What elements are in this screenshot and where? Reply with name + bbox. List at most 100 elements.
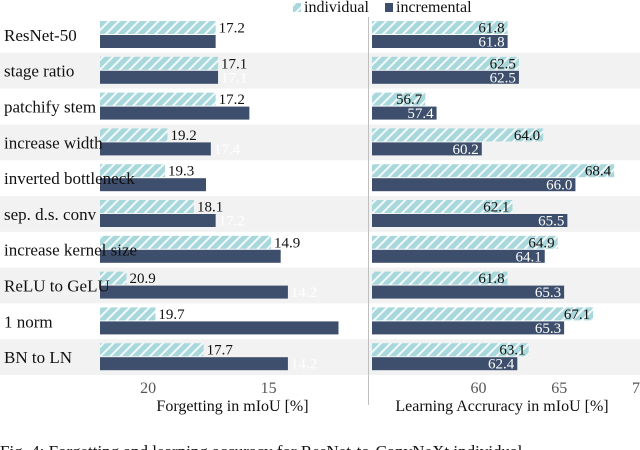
bar-value-label: 65.5 (538, 214, 564, 230)
bar-value-label: 62.4 (488, 357, 515, 373)
bar-accuracy-individual (372, 343, 529, 357)
bar-value-label: 68.4 (585, 164, 612, 180)
bar-value-label: 14.2 (291, 285, 317, 301)
bar-value-label: 15.8 (252, 106, 278, 122)
category-label: increase kernel size (4, 241, 137, 260)
bar-value-label: 67.1 (564, 307, 590, 323)
bar-value-label: 62.5 (490, 56, 516, 72)
bar-value-label: 17.2 (219, 35, 245, 51)
bar-forgetting-incremental (100, 249, 281, 263)
bar-value-label: 56.7 (396, 92, 423, 108)
bar-value-label: 63.1 (499, 343, 525, 359)
bar-accuracy-incremental (372, 321, 565, 335)
tick-label: 15 (261, 380, 277, 397)
bar-forgetting-incremental (100, 285, 288, 299)
bar-accuracy-individual (372, 307, 594, 321)
axis-title-accuracy: Learning Accruracy in mIoU [%] (395, 398, 608, 415)
category-label: increase width (4, 133, 103, 152)
bar-forgetting-incremental (100, 142, 211, 156)
bar-value-label: 61.8 (478, 21, 504, 37)
category-label: BN to LN (4, 348, 72, 367)
bar-value-label: 61.8 (478, 271, 504, 287)
bar-forgetting-incremental (100, 321, 339, 335)
bar-forgetting-individual (100, 128, 168, 142)
bar-accuracy-incremental (372, 357, 518, 371)
tick-label: 20 (140, 380, 156, 397)
bar-value-label: 64.9 (528, 235, 554, 251)
bar-accuracy-individual (372, 21, 508, 34)
bar-value-label: 14.9 (274, 235, 300, 251)
category-label: ResNet-50 (4, 26, 77, 45)
category-label: ReLU to GeLU (4, 277, 110, 296)
bar-value-label: 60.2 (453, 142, 479, 158)
bar-forgetting-incremental (100, 35, 216, 48)
bar-value-label: 18.1 (197, 200, 223, 216)
bar-value-label: 20.9 (130, 271, 156, 287)
legend-swatch-incremental (385, 3, 393, 12)
bar-accuracy-individual (372, 200, 513, 213)
bar-accuracy-incremental (372, 106, 437, 120)
bar-forgetting-individual (100, 164, 166, 178)
bar-forgetting-incremental (100, 70, 219, 84)
bar-accuracy-incremental (372, 214, 568, 227)
tick-label: 65 (551, 380, 567, 397)
bar-forgetting-individual (100, 307, 156, 321)
bar-accuracy-incremental (372, 285, 565, 299)
bar-value-label: 17.7 (207, 343, 234, 359)
bar-forgetting-individual (100, 200, 194, 213)
bar-forgetting-incremental (100, 106, 250, 120)
bar-accuracy-individual (372, 271, 508, 285)
bar-value-label: 17.4 (214, 142, 241, 158)
row-band (0, 52, 640, 89)
bar-forgetting-individual (100, 21, 216, 34)
figure-caption: Fig. 4: Forgetting and learning accuracy… (0, 442, 523, 450)
category-label: inverted bottleneck (4, 169, 135, 188)
category-label: sep. d.s. conv (4, 205, 97, 224)
bar-forgetting-individual (100, 56, 219, 70)
bar-forgetting-incremental (100, 357, 288, 371)
bar-value-label: 19.2 (170, 128, 196, 144)
category-label: stage ratio (4, 62, 74, 81)
bar-value-label: 66.0 (546, 178, 572, 194)
bar-value-label: 17.6 (209, 178, 236, 194)
bar-value-label: 62.1 (483, 200, 509, 216)
bar-accuracy-individual (372, 235, 558, 249)
bar-value-label: 57.4 (407, 106, 434, 122)
bar-value-label: 65.3 (535, 285, 561, 301)
bar-value-label: 17.2 (219, 21, 245, 37)
bar-forgetting-incremental (100, 178, 206, 192)
bar-accuracy-individual (372, 128, 544, 142)
bar-value-label: 17.2 (219, 92, 245, 108)
bar-value-label: 19.7 (158, 307, 185, 323)
legend-label-individual: individual (304, 0, 369, 16)
bar-accuracy-individual (372, 92, 426, 106)
bar-forgetting-individual (100, 271, 127, 285)
legend-label-incremental: incremental (396, 0, 472, 16)
bar-value-label: 14.5 (284, 249, 310, 265)
bar-forgetting-individual (100, 92, 216, 106)
category-label: patchify stem (4, 98, 96, 117)
row-band (0, 339, 640, 375)
bar-accuracy-incremental (372, 178, 576, 192)
bar-value-label: 64.0 (514, 128, 540, 144)
bar-accuracy-incremental (372, 35, 508, 48)
bar-value-label: 17.1 (221, 56, 247, 72)
bar-forgetting-individual (100, 235, 272, 249)
bar-value-label: 65.3 (535, 321, 561, 337)
bar-value-label: 17.2 (219, 214, 245, 230)
bar-accuracy-individual (372, 56, 519, 70)
category-label: 1 norm (4, 312, 53, 331)
bar-accuracy-incremental (372, 249, 545, 263)
tick-label: 60 (471, 380, 487, 397)
bar-value-label: 64.1 (515, 249, 541, 265)
bar-forgetting-incremental (100, 214, 216, 227)
bar-accuracy-individual (372, 164, 615, 178)
legend-swatch-individual (293, 3, 301, 12)
bar-value-label: 12.1 (342, 321, 368, 337)
bar-forgetting-individual (100, 343, 204, 357)
bar-accuracy-incremental (372, 142, 482, 156)
tick-label: 70 (632, 380, 640, 397)
bar-accuracy-incremental (372, 70, 519, 84)
bar-value-label: 14.2 (291, 357, 317, 373)
